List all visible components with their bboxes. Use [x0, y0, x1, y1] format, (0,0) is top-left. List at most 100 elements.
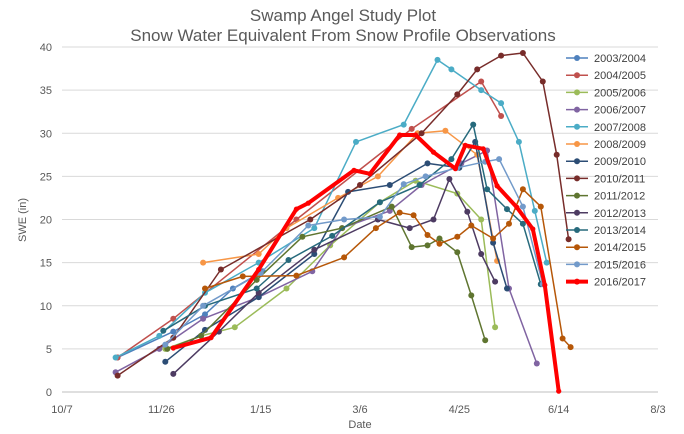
- data-point: [341, 254, 348, 261]
- legend-label: 2004/2005: [594, 70, 646, 82]
- series-line: [115, 59, 548, 359]
- chart-title: Swamp Angel Study Plot: [250, 6, 436, 25]
- y-tick-label: 40: [40, 42, 52, 54]
- series-2015-2016: [162, 156, 546, 348]
- data-point: [454, 91, 461, 98]
- legend-item: 2010/2011: [566, 173, 645, 185]
- data-point: [408, 125, 415, 132]
- legend-label: 2007/2008: [594, 122, 646, 134]
- data-point: [293, 272, 300, 279]
- data-point: [543, 259, 550, 266]
- data-point: [408, 244, 415, 251]
- data-point: [484, 186, 491, 193]
- data-point: [430, 216, 437, 223]
- data-point: [376, 199, 383, 206]
- data-point: [514, 204, 520, 210]
- data-point: [299, 233, 306, 240]
- data-point: [436, 235, 443, 242]
- data-point: [442, 127, 449, 134]
- data-point: [114, 372, 121, 379]
- x-tick-label: 4/25: [449, 404, 470, 416]
- series-2010-2011: [114, 50, 572, 379]
- data-point: [400, 121, 407, 128]
- data-point: [490, 239, 497, 246]
- data-point: [388, 203, 395, 210]
- data-point: [424, 242, 431, 249]
- data-point: [464, 208, 471, 215]
- data-point: [305, 222, 312, 229]
- data-point: [162, 341, 169, 348]
- data-point: [482, 337, 489, 344]
- legend-swatch-marker: [574, 55, 580, 61]
- data-point: [424, 232, 431, 238]
- legend-label: 2012/2013: [594, 208, 646, 220]
- legend: 2003/2004 2004/2005 2005/2006 2006/2007 2007…: [566, 53, 646, 289]
- data-point: [422, 173, 429, 180]
- data-point: [492, 278, 499, 285]
- y-tick-label: 20: [40, 215, 52, 227]
- legend-item: 2007/2008: [566, 122, 646, 134]
- data-point: [498, 52, 505, 59]
- legend-label: 2003/2004: [594, 53, 646, 65]
- data-point: [418, 130, 425, 137]
- series-2014-2015: [202, 186, 574, 351]
- data-point: [170, 315, 177, 322]
- data-point: [492, 324, 499, 331]
- y-tick-label: 5: [46, 344, 52, 356]
- legend-swatch-marker: [574, 89, 580, 96]
- data-point: [446, 176, 453, 182]
- data-point: [170, 345, 176, 351]
- data-point: [533, 360, 540, 367]
- legend-swatch-marker: [574, 141, 580, 147]
- data-point: [474, 66, 481, 73]
- legend-label: 2005/2006: [594, 87, 646, 99]
- data-point: [283, 285, 290, 292]
- data-point: [430, 149, 437, 155]
- data-point: [478, 216, 485, 223]
- legend-label: 2013/2014: [594, 225, 646, 237]
- data-point: [376, 213, 383, 220]
- y-tick-label: 30: [40, 128, 52, 140]
- data-point: [160, 327, 167, 334]
- data-point: [519, 220, 526, 227]
- series-line: [117, 80, 502, 359]
- data-point: [498, 100, 505, 107]
- data-point: [231, 324, 238, 331]
- data-point: [448, 156, 455, 163]
- data-point: [162, 358, 169, 365]
- legend-swatch-marker: [574, 72, 580, 79]
- data-point: [406, 225, 413, 232]
- data-point: [200, 259, 207, 266]
- data-point: [311, 251, 318, 257]
- legend-swatch-marker: [574, 261, 580, 268]
- data-point: [448, 66, 455, 73]
- y-tick-label: 35: [40, 85, 52, 97]
- data-point: [305, 200, 311, 206]
- legend-item: 2009/2010: [566, 156, 646, 168]
- data-point: [410, 212, 417, 219]
- data-point: [539, 78, 546, 85]
- legend-swatch-marker: [574, 278, 580, 285]
- series-2007-2008: [112, 56, 550, 361]
- data-point: [506, 220, 512, 227]
- data-point: [293, 206, 299, 212]
- legend-item: 2012/2013: [566, 208, 646, 220]
- series-2004-2005: [114, 78, 505, 361]
- data-point: [434, 56, 441, 63]
- data-point: [255, 251, 262, 257]
- data-point: [413, 132, 419, 138]
- series-2013-2014: [160, 121, 544, 334]
- data-point: [559, 335, 566, 342]
- series-lines: [112, 50, 574, 394]
- x-tick-label: 3/6: [352, 404, 367, 416]
- data-point: [530, 226, 536, 232]
- y-tick-label: 10: [40, 301, 52, 313]
- data-point: [239, 273, 246, 280]
- series-2009-2010: [162, 138, 510, 365]
- data-point: [341, 216, 348, 223]
- data-point: [253, 276, 260, 283]
- legend-item: 2003/2004: [566, 53, 646, 65]
- data-point: [515, 138, 522, 145]
- data-point: [285, 257, 292, 263]
